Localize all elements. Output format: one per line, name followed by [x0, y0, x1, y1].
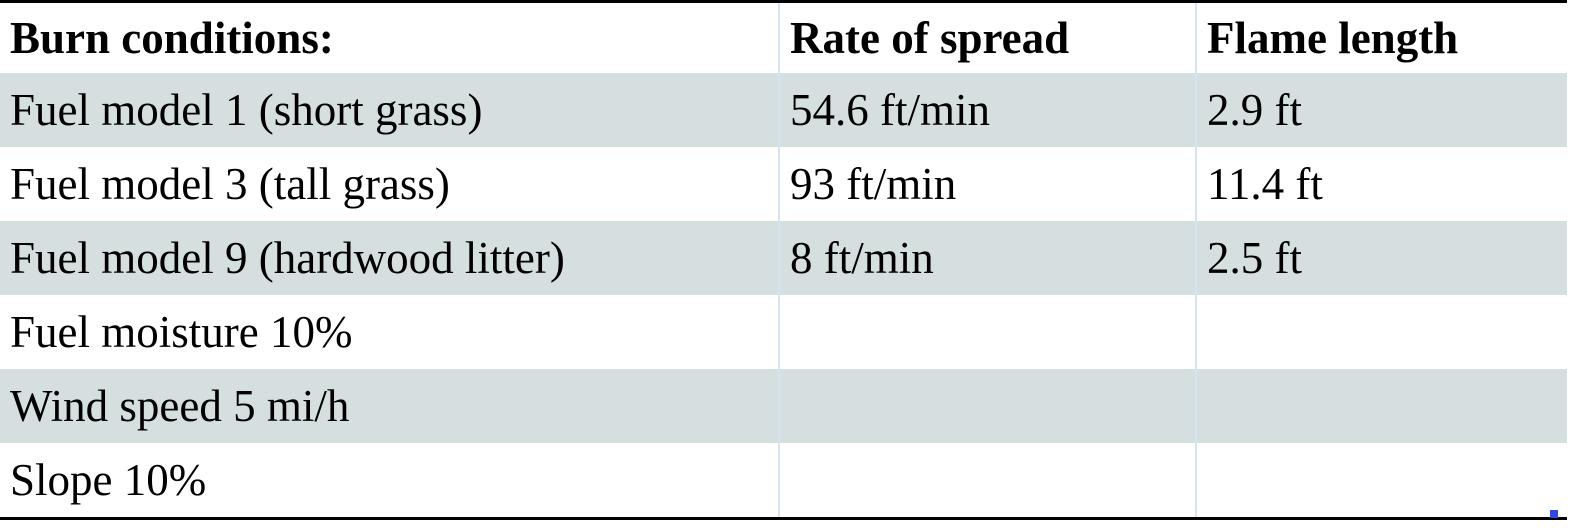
table-cell: 93 ft/min: [778, 147, 1196, 221]
table-cell: Slope 10%: [10, 455, 207, 505]
header-cell: Rate of spread: [778, 1, 1196, 73]
empty-cell: [1195, 295, 1567, 369]
table-cell: Fuel moisture 10%: [10, 307, 353, 357]
table-body: Burn conditions: Rate of spread Flame leng…: [0, 1, 1567, 519]
table-row: Fuel model 9 (hardwood litter) 8 ft/min 2.…: [0, 221, 1567, 295]
table-row: Slope 10%: [0, 443, 1567, 519]
table-row: Fuel model 3 (tall grass) 93 ft/min 11.4 f…: [0, 147, 1567, 221]
resize-handle: [1550, 510, 1558, 518]
table-row: Fuel moisture 10%: [0, 295, 1567, 369]
table-cell: 11.4 ft: [1195, 147, 1567, 221]
table-row: Wind speed 5 mi/h: [0, 369, 1567, 443]
table-cell: 2.5 ft: [1195, 221, 1567, 295]
empty-cell: [778, 443, 1196, 519]
table-cell: Fuel model 9 (hardwood litter): [0, 221, 779, 295]
burn-table: Burn conditions: Rate of spread Flame leng…: [0, 0, 1567, 520]
empty-cell: [778, 369, 1196, 443]
table-cell: 8 ft/min: [778, 221, 1196, 295]
table-cell: Wind speed 5 mi/h: [0, 369, 779, 443]
header-row: Burn conditions: Rate of spread Flame leng…: [0, 1, 1567, 73]
header-cell: Burn conditions:: [10, 13, 334, 63]
empty-cell: [1195, 443, 1567, 519]
header-cell: Flame length: [1195, 1, 1567, 73]
table-cell: 54.6 ft/min: [778, 73, 1196, 147]
table-cell: Fuel model 1 (short grass): [0, 73, 779, 147]
table-row: Fuel model 1 (short grass) 54.6 ft/min 2.9…: [0, 73, 1567, 147]
empty-cell: [1195, 369, 1567, 443]
empty-cell: [778, 295, 1196, 369]
table-cell: Fuel model 3 (tall grass): [10, 159, 450, 209]
table-cell: 2.9 ft: [1195, 73, 1567, 147]
